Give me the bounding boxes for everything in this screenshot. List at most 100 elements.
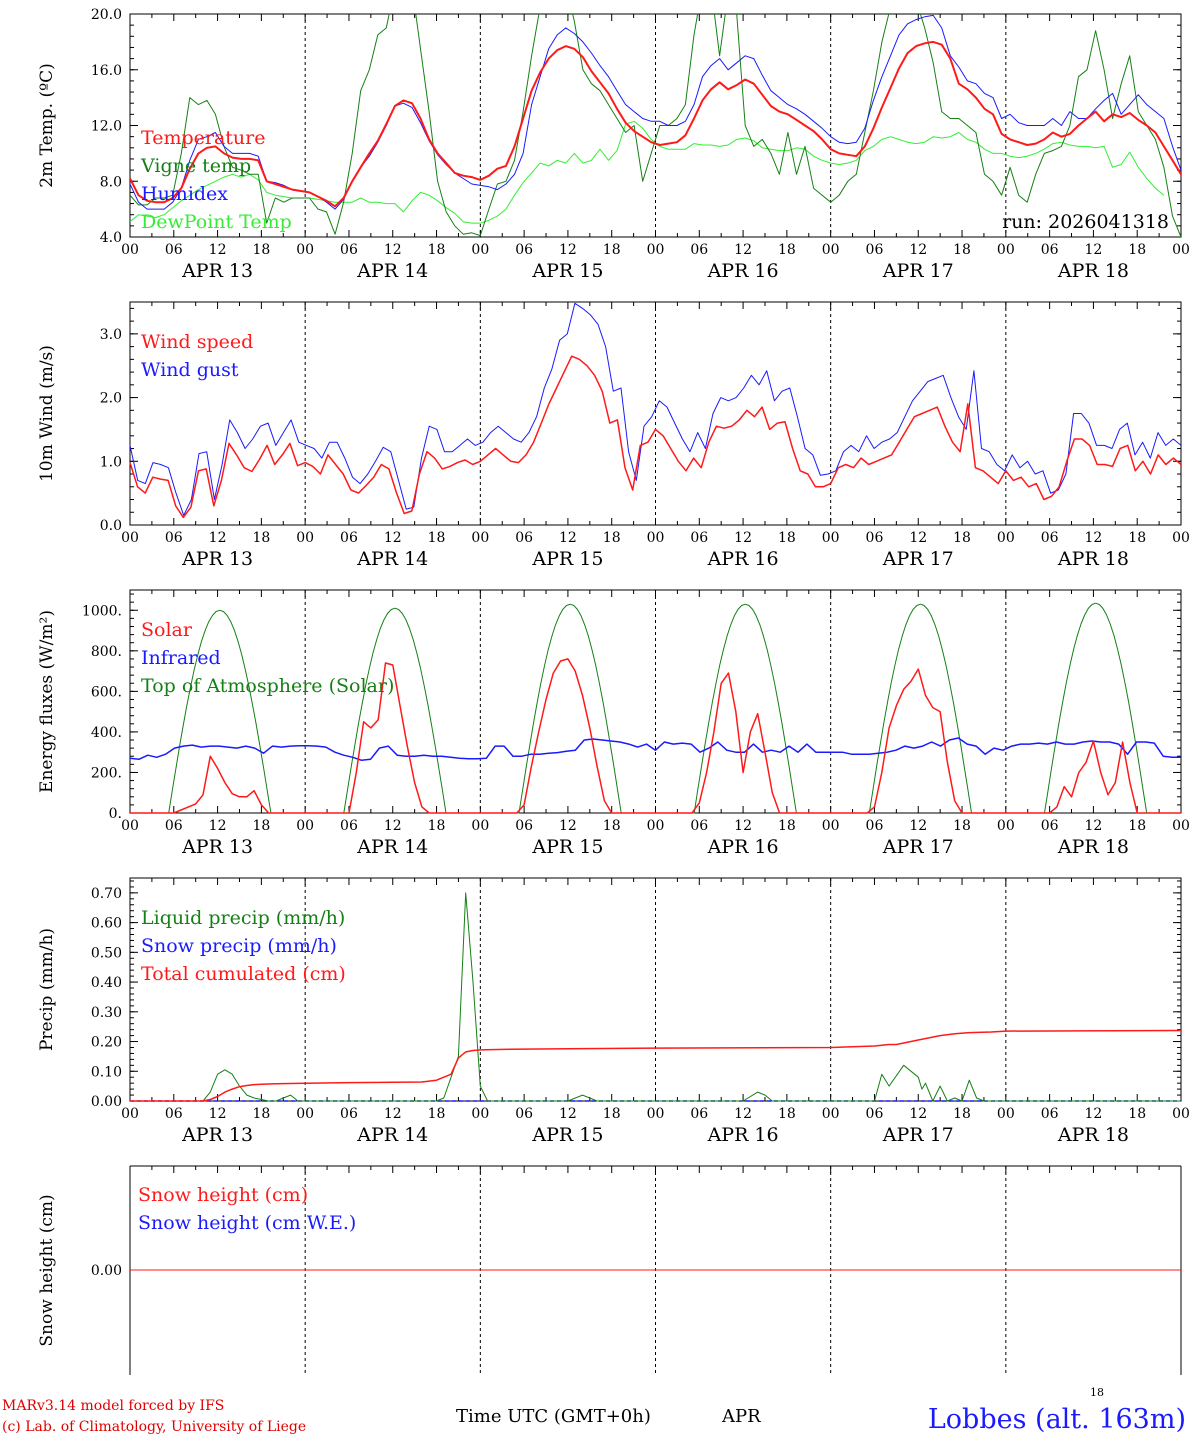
day-label: APR 17 bbox=[882, 836, 954, 858]
y-tick-label: 1.0 bbox=[100, 454, 122, 470]
y-axis-label: 2m Temp. (ºC) bbox=[37, 63, 57, 188]
day-label: APR 18 bbox=[1057, 548, 1129, 570]
day-label: APR 15 bbox=[531, 836, 603, 858]
x-tick-label: 00 bbox=[647, 818, 665, 834]
y-tick-label: 0.40 bbox=[91, 975, 122, 991]
x-tick-label: 12 bbox=[209, 1106, 227, 1122]
x-tick-label: 18 bbox=[1128, 242, 1146, 258]
legend-top-of-atmosphere-solar-: Top of Atmosphere (Solar) bbox=[141, 675, 394, 697]
x-tick-label: 00 bbox=[471, 242, 489, 258]
x-tick-label: 00 bbox=[471, 1106, 489, 1122]
legend-snow-precip-mm-h-: Snow precip (mm/h) bbox=[141, 935, 337, 957]
x-tick-label: 18 bbox=[428, 1106, 446, 1122]
x-tick-label: 06 bbox=[1041, 242, 1059, 258]
model-credit: MARv3.14 model forced by IFS bbox=[2, 1398, 225, 1414]
day-label: APR 13 bbox=[181, 260, 253, 282]
day-label: APR 18 bbox=[1057, 260, 1129, 282]
small-18-label: 18 bbox=[1090, 1386, 1104, 1399]
series-line-infrared bbox=[129, 737, 1181, 762]
x-tick-label: 12 bbox=[909, 818, 927, 834]
x-tick-label: 06 bbox=[515, 818, 533, 834]
y-axis-label: Snow height (cm) bbox=[37, 1194, 57, 1346]
x-tick-label: 06 bbox=[866, 530, 884, 546]
x-tick-label: 06 bbox=[515, 530, 533, 546]
legend-vigne-temp: Vigne temp bbox=[140, 155, 251, 177]
x-tick-label: 00 bbox=[296, 242, 314, 258]
legend-wind-speed: Wind speed bbox=[141, 331, 253, 353]
x-tick-label: 12 bbox=[734, 818, 752, 834]
y-tick-label: 12.0 bbox=[91, 119, 122, 135]
y-tick-label: 0.00 bbox=[91, 1094, 122, 1110]
x-tick-label: 00 bbox=[296, 818, 314, 834]
x-tick-label: 00 bbox=[997, 242, 1015, 258]
x-tick-label: 18 bbox=[428, 242, 446, 258]
x-tick-label: 18 bbox=[252, 530, 270, 546]
x-tick-label: 06 bbox=[1041, 530, 1059, 546]
y-tick-label: 400. bbox=[91, 725, 122, 741]
x-tick-label: 00 bbox=[471, 818, 489, 834]
x-tick-label: 12 bbox=[1085, 242, 1103, 258]
x-tick-label: 18 bbox=[953, 1106, 971, 1122]
x-tick-label: 00 bbox=[1172, 242, 1190, 258]
day-label: APR 13 bbox=[181, 548, 253, 570]
x-tick-label: 06 bbox=[690, 818, 708, 834]
x-tick-label: 00 bbox=[822, 1106, 840, 1122]
y-tick-label: 8.0 bbox=[100, 174, 122, 190]
x-tick-label: 06 bbox=[165, 1106, 183, 1122]
x-tick-label: 12 bbox=[734, 530, 752, 546]
x-tick-label: 06 bbox=[690, 530, 708, 546]
x-tick-label: 18 bbox=[1128, 818, 1146, 834]
x-tick-label: 00 bbox=[997, 530, 1015, 546]
x-tick-label: 00 bbox=[647, 530, 665, 546]
series-line-wind-speed bbox=[129, 355, 1182, 519]
panel-0-frame bbox=[129, 13, 1182, 238]
x-tick-label: 12 bbox=[209, 530, 227, 546]
day-label: APR 17 bbox=[882, 548, 954, 570]
x-tick-label: 06 bbox=[1041, 1106, 1059, 1122]
y-tick-label: 200. bbox=[91, 765, 122, 781]
y-tick-label: 0.00 bbox=[91, 1263, 122, 1279]
x-tick-label: 18 bbox=[1128, 530, 1146, 546]
day-label: APR 14 bbox=[356, 1124, 428, 1146]
day-label: APR 16 bbox=[707, 836, 779, 858]
y-tick-label: 16.0 bbox=[91, 63, 122, 79]
x-tick-label: 06 bbox=[165, 530, 183, 546]
x-tick-label: 00 bbox=[121, 1106, 139, 1122]
legend-humidex: Humidex bbox=[141, 183, 228, 205]
y-tick-label: 4.0 bbox=[100, 230, 122, 246]
y-tick-label: 20.0 bbox=[91, 7, 122, 23]
x-tick-label: 18 bbox=[603, 530, 621, 546]
x-tick-label: 00 bbox=[822, 818, 840, 834]
x-tick-label: 00 bbox=[471, 530, 489, 546]
x-tick-label: 12 bbox=[559, 1106, 577, 1122]
y-tick-label: 0.0 bbox=[100, 518, 122, 534]
legend-total-cumulated-cm-: Total cumulated (cm) bbox=[141, 963, 346, 985]
series-line-liquid-precip bbox=[130, 892, 1181, 1102]
x-tick-label: 06 bbox=[690, 1106, 708, 1122]
panel-1-frame bbox=[129, 301, 1182, 526]
y-axis-label: Precip (mm/h) bbox=[37, 928, 57, 1051]
y-tick-label: 3.0 bbox=[100, 327, 122, 343]
x-tick-label: 06 bbox=[165, 242, 183, 258]
y-tick-label: 0.70 bbox=[91, 886, 122, 902]
x-tick-label: 00 bbox=[647, 1106, 665, 1122]
x-tick-label: 00 bbox=[121, 242, 139, 258]
x-tick-label: 18 bbox=[1128, 1106, 1146, 1122]
x-tick-label: 06 bbox=[340, 242, 358, 258]
x-tick-label: 06 bbox=[340, 1106, 358, 1122]
x-tick-label: 18 bbox=[603, 242, 621, 258]
x-tick-label: 06 bbox=[690, 242, 708, 258]
x-tick-label: 06 bbox=[866, 242, 884, 258]
x-tick-label: 18 bbox=[953, 242, 971, 258]
x-tick-label: 00 bbox=[1172, 1106, 1190, 1122]
x-tick-label: 12 bbox=[734, 1106, 752, 1122]
y-tick-label: 0.30 bbox=[91, 1005, 122, 1021]
x-tick-label: 18 bbox=[252, 242, 270, 258]
x-tick-label: 12 bbox=[384, 530, 402, 546]
x-tick-label: 18 bbox=[252, 1106, 270, 1122]
lab-credit: (c) Lab. of Climatology, University of L… bbox=[2, 1419, 307, 1435]
legend-snow-height-cm-w-e-: Snow height (cm W.E.) bbox=[138, 1212, 356, 1234]
legend-liquid-precip-mm-h-: Liquid precip (mm/h) bbox=[141, 907, 345, 929]
x-tick-label: 06 bbox=[340, 818, 358, 834]
day-label: APR 15 bbox=[531, 548, 603, 570]
